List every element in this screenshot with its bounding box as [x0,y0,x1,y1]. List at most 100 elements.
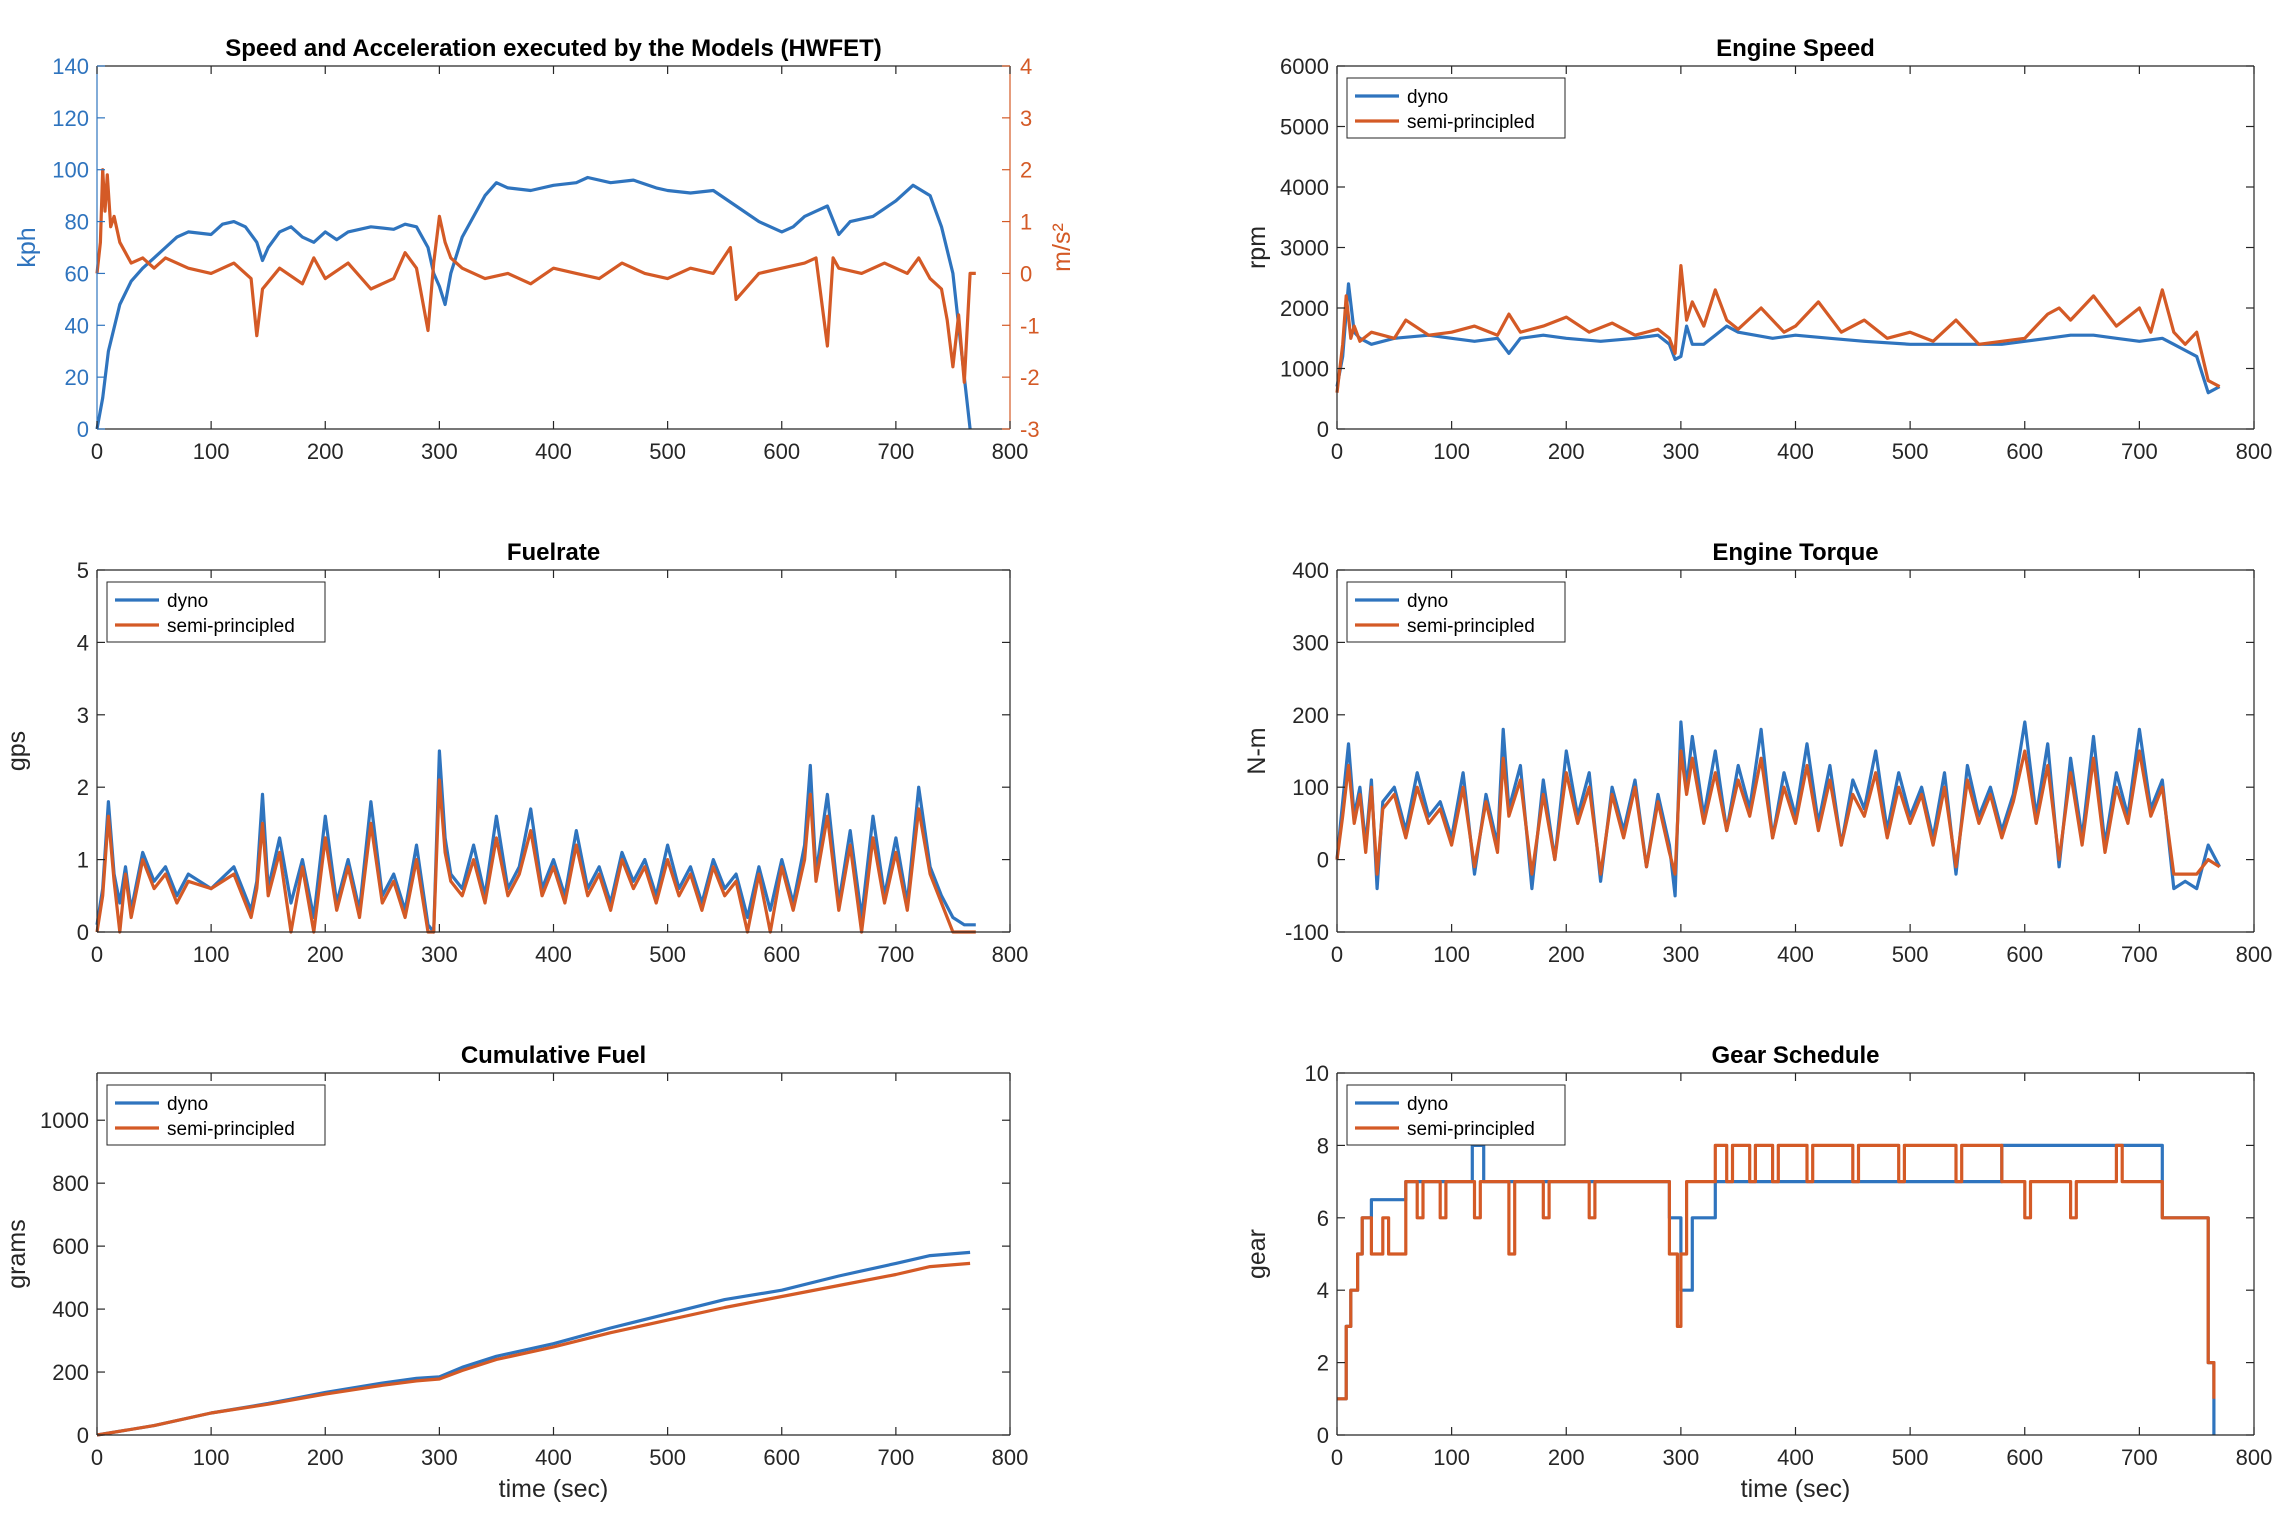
y2-axis-label: m/s² [1048,223,1076,272]
x-tick-label: 0 [91,1445,103,1470]
x-tick-label: 800 [992,439,1029,464]
y-tick-label: 0 [1317,417,1329,442]
y2-tick-label: -3 [1020,417,1040,442]
x-tick-label: 0 [1331,1445,1343,1470]
y-tick-label: 6 [1317,1206,1329,1231]
y2-tick-label: -2 [1020,365,1040,390]
x-tick-label: 300 [1663,439,1700,464]
y-tick-label: 1000 [1280,357,1329,382]
series-line-right [95,168,976,384]
x-tick-label: 100 [193,439,230,464]
y-tick-label: 2 [1317,1351,1329,1376]
legend-label: semi-principled [1407,616,1535,637]
y-tick-label: 6000 [1280,54,1329,79]
chart-title: Fuelrate [507,539,600,566]
chart-1: 0 100 200 300 400 500 600 700 800020406080100120… [13,35,1076,464]
y-axis-label: grams [3,1219,31,1288]
x-tick-label: 800 [992,1445,1029,1470]
plot-area [97,66,1010,429]
y-tick-label: 0 [77,1423,89,1448]
y-tick-label: 4 [77,630,89,655]
x-tick-label: 500 [1892,1445,1929,1470]
series-line-left [95,175,972,430]
x-tick-label: 600 [2006,942,2043,967]
y-axis-label: kph [13,227,41,267]
y-tick-label: 8 [1317,1133,1329,1158]
x-tick-label: 500 [1892,439,1929,464]
chart-title: Gear Schedule [1711,1042,1879,1069]
x-tick-label: 400 [1777,439,1814,464]
y-tick-label: -100 [1285,920,1329,945]
x-tick-label: 600 [2006,1445,2043,1470]
y-tick-label: 4000 [1280,175,1329,200]
y-tick-label: 5000 [1280,115,1329,140]
y-tick-label: 600 [52,1234,89,1259]
x-axis-label: time (sec) [499,1475,609,1503]
y-tick-label: 100 [1292,775,1329,800]
x-tick-label: 700 [878,1445,915,1470]
series-line-semi-principled [96,1261,971,1437]
x-tick-label: 500 [649,439,686,464]
legend-label: dyno [167,591,208,612]
legend-label: semi-principled [167,616,295,637]
y-tick-label: 20 [65,365,89,390]
y-tick-label: 40 [65,313,89,338]
series-line-dyno [1335,282,2221,395]
y-tick-label: 400 [1292,558,1329,583]
y-axis-label: gear [1243,1229,1271,1279]
y-tick-label: 120 [52,106,89,131]
y2-tick-label: -1 [1020,313,1040,338]
y-tick-label: 0 [77,920,89,945]
x-tick-label: 700 [878,942,915,967]
y-tick-label: 400 [52,1297,89,1322]
y-tick-label: 3 [77,703,89,728]
x-tick-label: 300 [1663,942,1700,967]
legend-label: dyno [1407,1094,1448,1115]
x-tick-label: 0 [91,942,103,967]
legend: dyno semi-principled [1346,581,1566,643]
x-tick-label: 200 [307,439,344,464]
x-tick-label: 400 [535,439,572,464]
x-tick-label: 400 [535,942,572,967]
y-tick-label: 10 [1305,1061,1329,1086]
x-axis-label: time (sec) [1741,1475,1851,1503]
legend-label: dyno [167,1094,208,1115]
chart-3: 0 100 200 300 400 500 600 700 800 0 1 2 3 4 5 Fuelrate g… [3,539,1028,967]
legend-label: semi-principled [1407,1119,1535,1140]
x-tick-label: 200 [1548,439,1585,464]
legend: dyno semi-principled [106,1084,326,1146]
chart-4: 0 100 200 300 400 500 600 700 800-10001002003004… [1243,539,2272,967]
y2-tick-label: 4 [1020,54,1032,79]
legend-label: semi-principled [1407,112,1535,133]
x-tick-label: 600 [2006,439,2043,464]
x-tick-label: 500 [1892,942,1929,967]
x-tick-label: 0 [1331,439,1343,464]
y-tick-label: 1 [77,848,89,873]
y2-tick-label: 2 [1020,158,1032,183]
x-tick-label: 500 [649,1445,686,1470]
series-line-semi-principled [1335,264,2221,393]
x-tick-label: 100 [1433,1445,1470,1470]
y-tick-label: 140 [52,54,89,79]
y-tick-label: 300 [1292,630,1329,655]
x-tick-label: 200 [1548,1445,1585,1470]
x-tick-label: 600 [763,1445,800,1470]
chart-title: Cumulative Fuel [461,1042,646,1069]
legend-box [1346,77,1566,139]
series-line-semi-principled [95,778,976,934]
y-tick-label: 5 [77,558,89,583]
y-tick-label: 80 [65,210,89,235]
x-tick-label: 300 [1663,1445,1700,1470]
x-tick-label: 400 [1777,942,1814,967]
y-tick-label: 4 [1317,1278,1329,1303]
x-tick-label: 200 [307,1445,344,1470]
y-tick-label: 2 [77,775,89,800]
x-tick-label: 600 [763,942,800,967]
x-tick-label: 300 [421,439,458,464]
x-tick-label: 200 [307,942,344,967]
y-axis-label: rpm [1243,226,1271,269]
y2-tick-label: 0 [1020,261,1032,286]
y-tick-label: 200 [52,1360,89,1385]
series-line-dyno [95,749,976,934]
y-tick-label: 100 [52,158,89,183]
